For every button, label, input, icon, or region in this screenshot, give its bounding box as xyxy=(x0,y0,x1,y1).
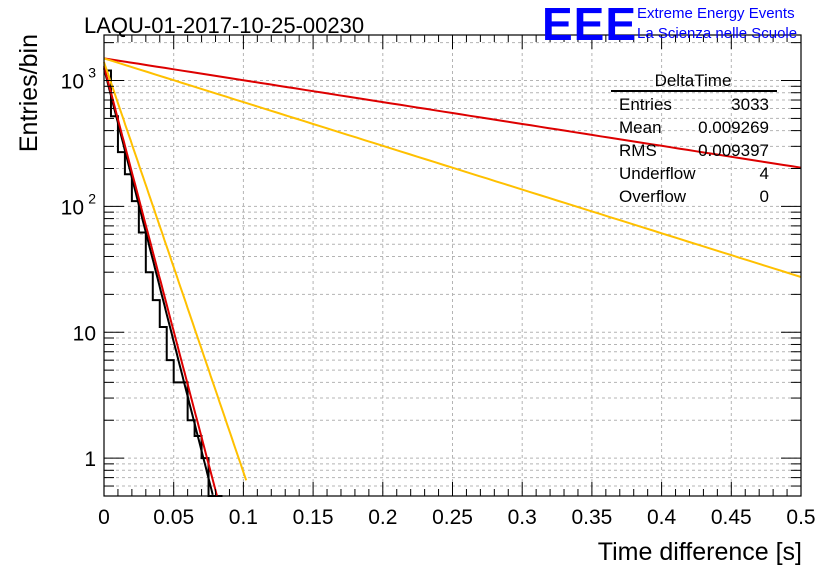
x-tick-label: 0.4 xyxy=(647,506,677,529)
y-axis-label: Entries/bin xyxy=(15,34,43,152)
x-tick-label: 0.2 xyxy=(368,506,397,529)
x-axis-label: Time difference [s] xyxy=(598,538,802,566)
eee-logo: EEE Extreme Energy Events La Scienza nel… xyxy=(542,0,797,50)
stats-value-mean: 0.009269 xyxy=(698,118,769,137)
x-tick-label: 0.3 xyxy=(508,506,537,529)
fit-curves xyxy=(103,57,802,496)
x-tick-label: 0.1 xyxy=(229,506,258,529)
series-line-fit-long-upper xyxy=(103,57,802,169)
logo-line-1: Extreme Energy Events xyxy=(637,5,795,22)
stats-label-underflow: Underflow xyxy=(619,164,696,183)
y-tick-label: 1 xyxy=(84,448,96,471)
logo-letters: EEE xyxy=(542,0,637,50)
stats-label-mean: Mean xyxy=(619,118,662,137)
x-tick-label: 0.05 xyxy=(153,506,194,529)
x-tick-label: 0.45 xyxy=(711,506,752,529)
y-tick-label: 10 xyxy=(73,322,96,345)
stats-value-rms: 0.009397 xyxy=(698,141,769,160)
y-tick-label: 10 xyxy=(61,71,84,94)
stats-value-underflow: 4 xyxy=(760,164,769,183)
x-tick-label: 0.35 xyxy=(571,506,612,529)
stats-label-overflow: Overflow xyxy=(619,187,687,206)
stats-value-overflow: 0 xyxy=(760,187,769,206)
series-line-fit-steep xyxy=(103,61,248,481)
series-line-fit-long-lower xyxy=(103,57,802,278)
y-tick-exponent: 2 xyxy=(88,190,96,206)
stats-value-entries: 3033 xyxy=(731,95,769,114)
stats-label-rms: RMS xyxy=(619,141,657,160)
x-tick-label: 0.5 xyxy=(786,506,815,529)
y-tick-label: 10 xyxy=(61,196,84,219)
x-tick-label: 0 xyxy=(98,506,110,529)
stats-title: DeltaTime xyxy=(655,71,732,90)
x-tick-label: 0.15 xyxy=(293,506,334,529)
chart-title: LAQU-01-2017-10-25-00230 xyxy=(84,13,364,38)
x-tick-label: 0.25 xyxy=(432,506,473,529)
series-line-fit-short xyxy=(103,68,214,496)
axis-ticks: 0 0.05 0.1 0.15 0.2 0.25 0.3 0.35 0.4 0.45 0.5 1 10 1… xyxy=(61,35,816,529)
grid xyxy=(104,35,801,497)
y-tick-exponent: 3 xyxy=(88,65,96,81)
series-line-fit-short-upper xyxy=(103,65,218,496)
stats-label-entries: Entries xyxy=(619,95,672,114)
stats-box: DeltaTime Entries 3033 Mean 0.009269 RMS… xyxy=(611,71,777,206)
logo-line-2: La Scienza nelle Scuole xyxy=(637,25,797,42)
